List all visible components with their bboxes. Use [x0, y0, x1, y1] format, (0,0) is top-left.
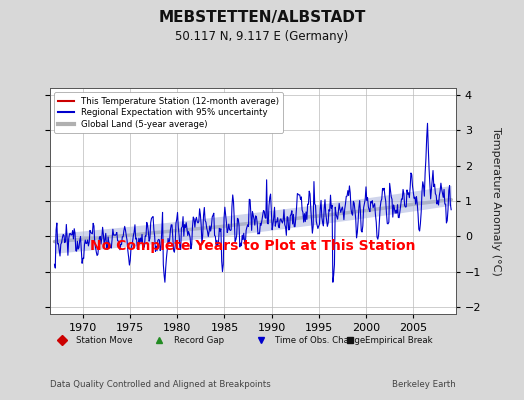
Text: Record Gap: Record Gap [173, 336, 224, 345]
Text: 50.117 N, 9.117 E (Germany): 50.117 N, 9.117 E (Germany) [176, 30, 348, 43]
Text: No Complete Years to Plot at This Station: No Complete Years to Plot at This Statio… [90, 239, 416, 253]
Text: Time of Obs. Change: Time of Obs. Change [275, 336, 365, 345]
Legend: This Temperature Station (12-month average), Regional Expectation with 95% uncer: This Temperature Station (12-month avera… [54, 92, 283, 133]
Text: Station Move: Station Move [76, 336, 133, 345]
Y-axis label: Temperature Anomaly (°C): Temperature Anomaly (°C) [491, 127, 501, 275]
Text: MEBSTETTEN/ALBSTADT: MEBSTETTEN/ALBSTADT [158, 10, 366, 25]
Text: Berkeley Earth: Berkeley Earth [392, 380, 456, 389]
Text: Empirical Break: Empirical Break [365, 336, 432, 345]
Text: Data Quality Controlled and Aligned at Breakpoints: Data Quality Controlled and Aligned at B… [50, 380, 270, 389]
